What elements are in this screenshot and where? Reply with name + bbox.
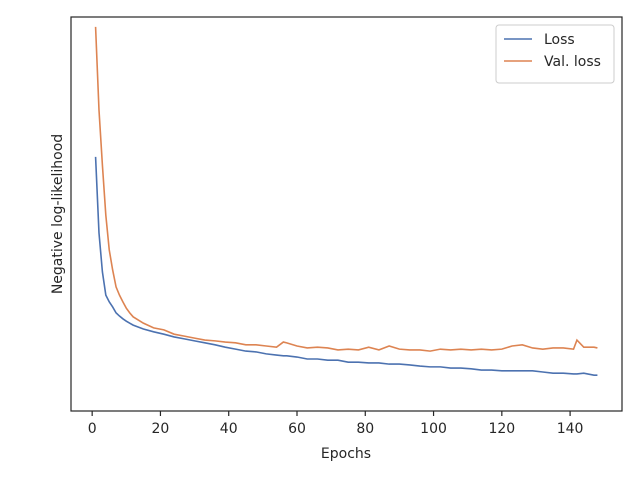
line-series (94, 26, 598, 352)
line-series (94, 156, 598, 376)
x-tick-label: 20 (152, 421, 170, 437)
x-tick-label: 40 (220, 421, 238, 437)
x-tick-label: 80 (356, 421, 374, 437)
legend-label: Loss (544, 32, 575, 48)
x-axis-label: Epochs (321, 446, 371, 462)
x-tick-label: 100 (420, 421, 447, 437)
x-tick-label: 0 (88, 421, 97, 437)
legend-label: Val. loss (544, 54, 601, 70)
x-tick-label: 60 (288, 421, 306, 437)
y-axis-label: Negative log-likelihood (50, 134, 66, 294)
x-tick-label: 120 (488, 421, 515, 437)
plot-frame (70, 16, 623, 412)
x-tick-label: 140 (557, 421, 584, 437)
